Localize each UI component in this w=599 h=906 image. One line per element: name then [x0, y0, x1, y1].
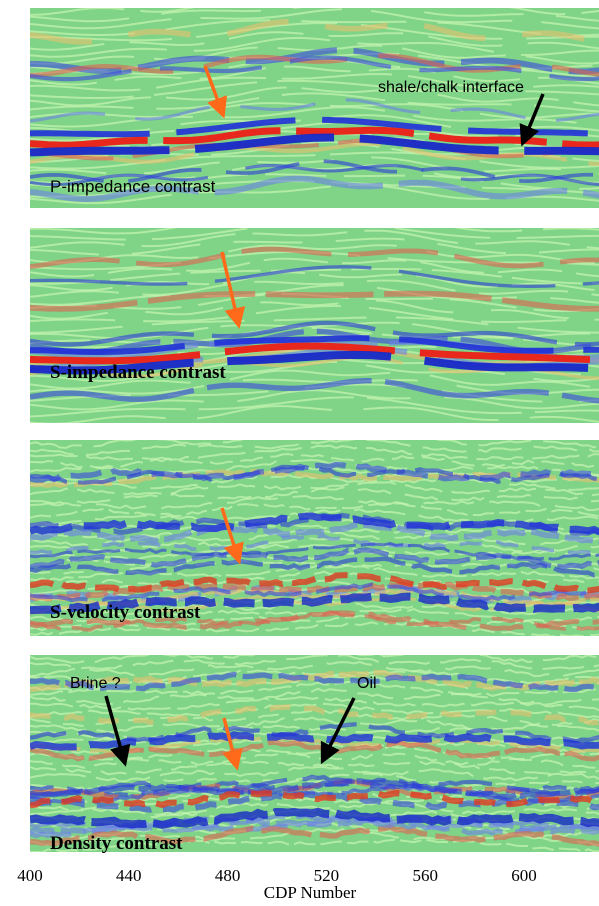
seismic-section [30, 217, 599, 424]
x-tick-label: 480 [215, 866, 241, 885]
x-tick-label: 600 [511, 866, 537, 885]
panel-label: Density contrast [50, 833, 183, 854]
axis-label: CDP Number [264, 883, 357, 902]
x-tick-label: 440 [116, 866, 142, 885]
x-tick-label: 560 [412, 866, 438, 885]
panel-label: P-impedance contrast [50, 177, 216, 196]
figure: shale/chalk interface Brine ? Oil P-impe… [0, 0, 599, 906]
annotation: Brine ? [70, 675, 121, 692]
annotation: Oil [357, 675, 377, 692]
annotation: shale/chalk interface [378, 79, 524, 96]
panel-label: S-impedance contrast [50, 362, 226, 383]
panel-label: S-velocity contrast [50, 602, 201, 623]
x-tick-label: 400 [17, 866, 43, 885]
page: shale/chalk interface Brine ? Oil P-impe… [0, 0, 599, 906]
